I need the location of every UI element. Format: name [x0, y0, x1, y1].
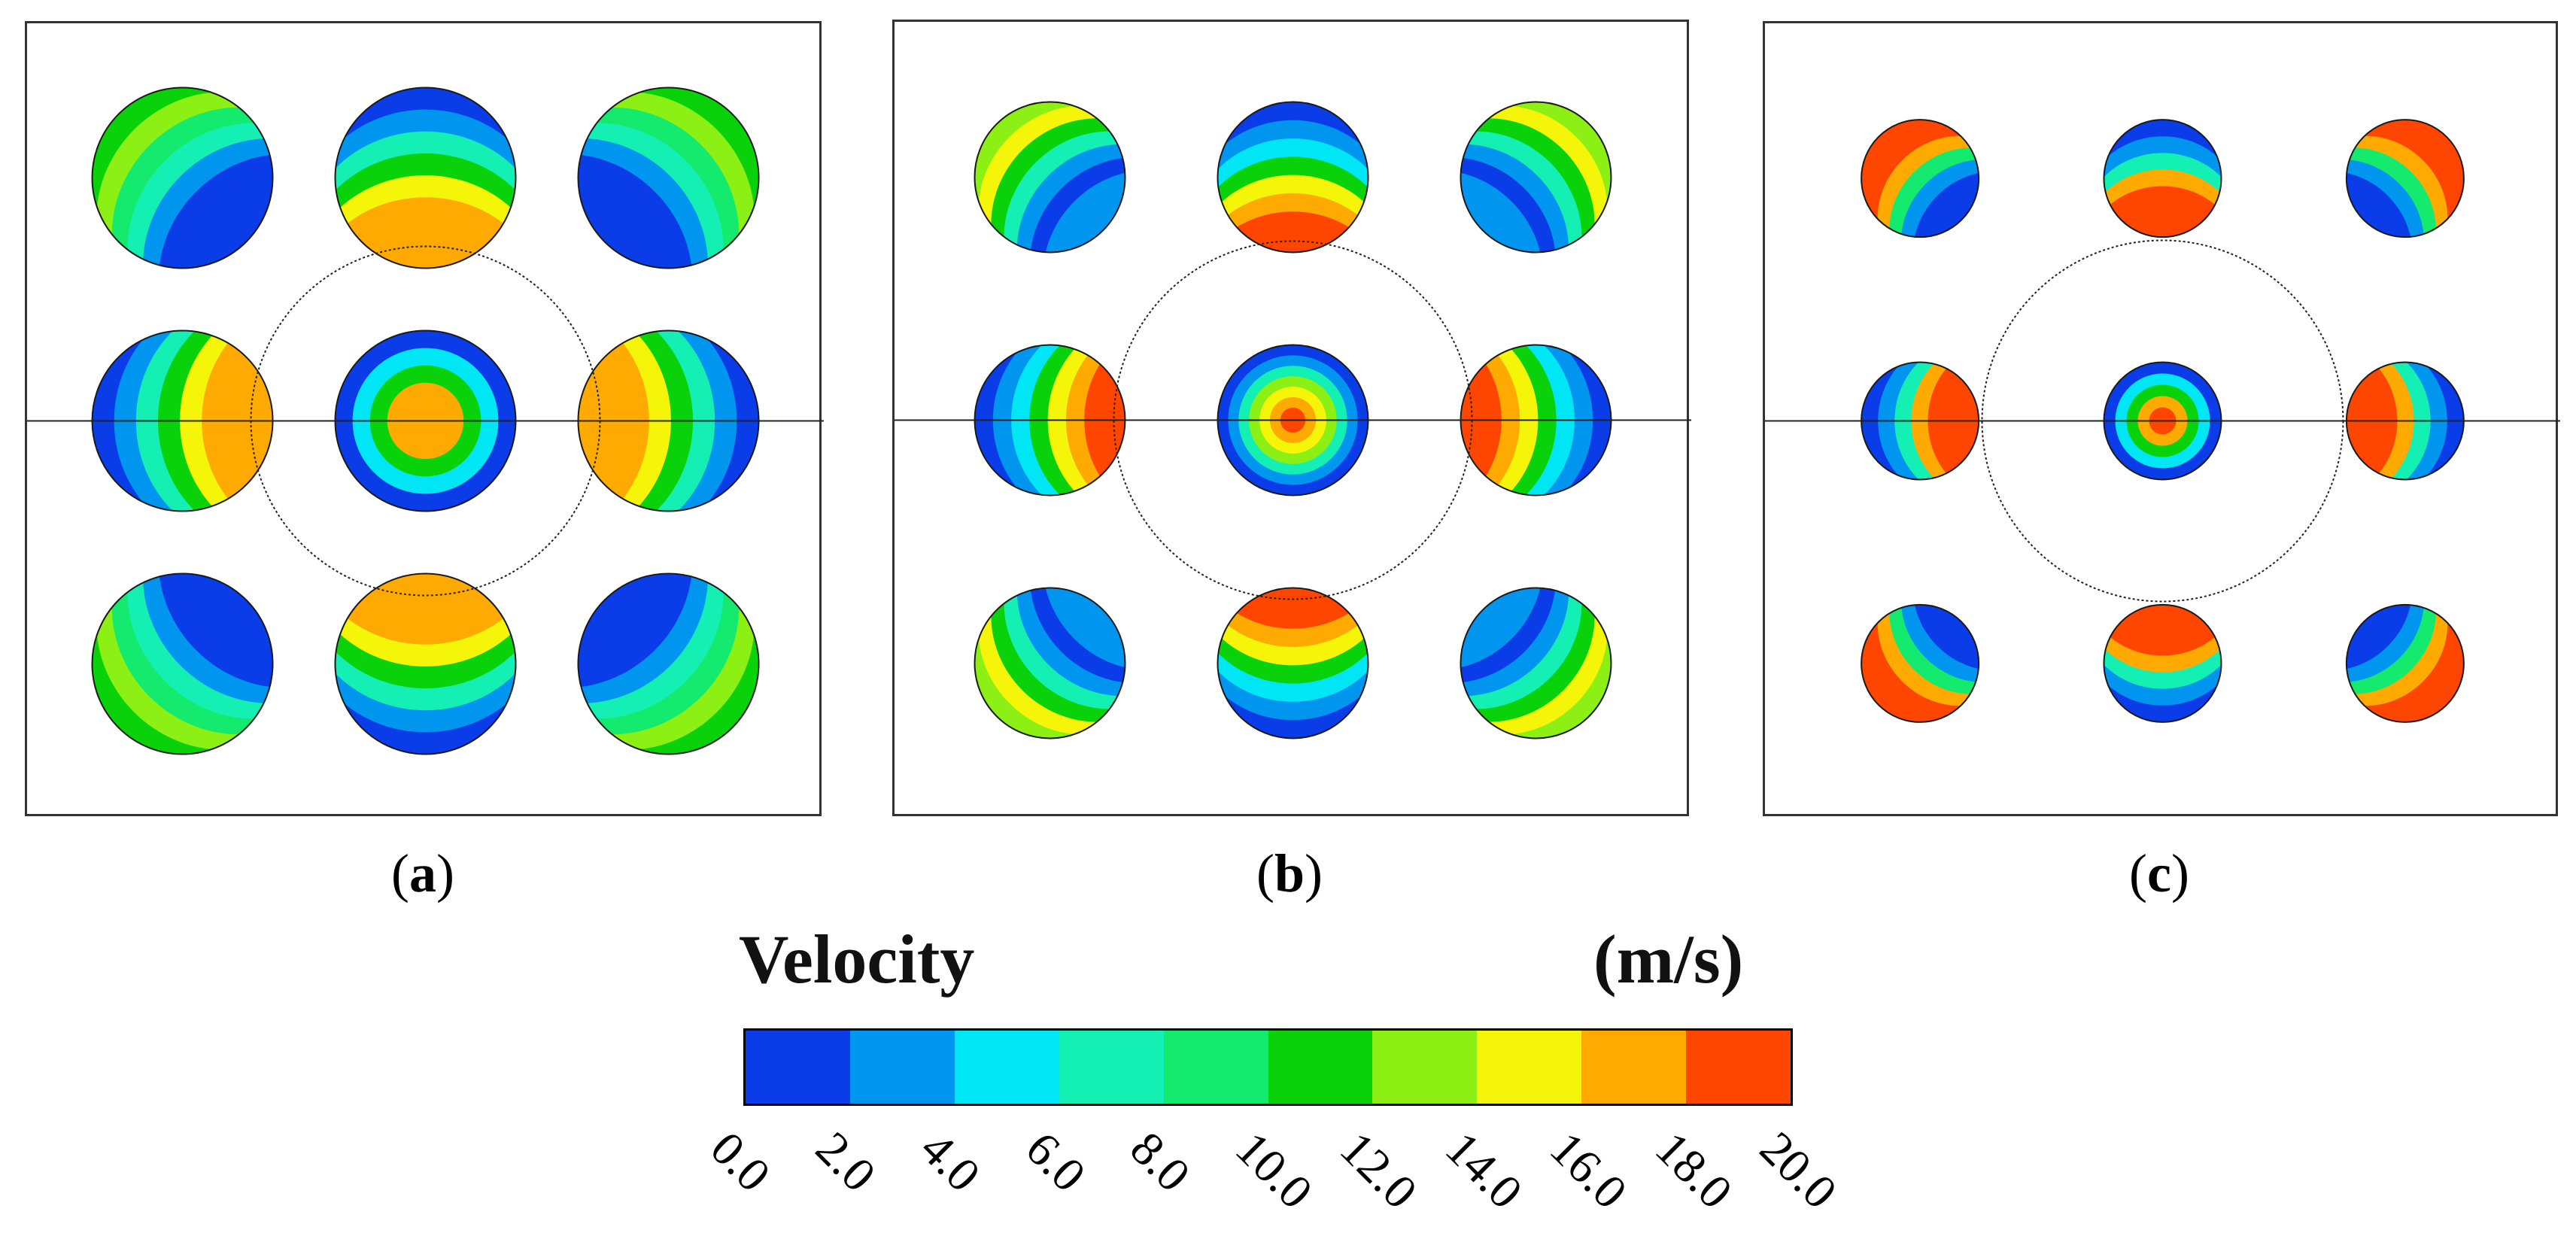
colorbar-segment [1268, 1031, 1373, 1104]
colorbar-segment [1477, 1031, 1582, 1104]
panel-a-plot [27, 87, 824, 755]
caption-c-close: ) [2170, 843, 2189, 903]
pipe-cross-section [1861, 604, 1979, 722]
colorbar-tick-label: 16.0 [1540, 1121, 1638, 1219]
colorbar-tick-label: 18.0 [1645, 1121, 1742, 1219]
panel-a [25, 21, 824, 816]
colorbar-segment [1581, 1031, 1687, 1104]
panel-b [892, 20, 1691, 816]
pipe-cross-section [2346, 120, 2464, 238]
pipe-cross-section [1460, 588, 1612, 739]
colorbar-segment [1059, 1031, 1164, 1104]
colorbar-segment [1163, 1031, 1268, 1104]
colorbar-tick-label: 6.0 [1015, 1121, 1096, 1202]
caption-a-letter: a [409, 843, 436, 903]
colorbar-tick-label: 14.0 [1435, 1121, 1533, 1219]
caption-b-letter: b [1274, 843, 1305, 903]
caption-c-letter: c [2147, 843, 2171, 903]
panel-b-plot [895, 101, 1691, 739]
colorbar-segment [849, 1031, 955, 1104]
colorbar-tick-label: 2.0 [805, 1121, 886, 1202]
panel-c [1763, 21, 2560, 816]
colorbar [743, 1028, 1793, 1106]
caption-b-open: ( [1256, 843, 1274, 903]
pipe-cross-section [1861, 120, 1979, 238]
colorbar-tick-label: 4.0 [910, 1121, 991, 1202]
caption-a-close: ) [436, 843, 454, 903]
caption-c: (c) [2084, 843, 2234, 905]
colorbar-tick-label: 20.0 [1750, 1121, 1848, 1219]
colorbar-tick-label: 12.0 [1330, 1121, 1428, 1219]
pipe-cross-section [974, 102, 1125, 253]
colorbar-tick-label: 0.0 [700, 1121, 781, 1202]
colorbar-segment [1372, 1031, 1478, 1104]
legend-title: Velocity [739, 921, 975, 998]
colorbar-segment [746, 1031, 850, 1104]
caption-a: (a) [348, 843, 498, 905]
colorbar-segment [1686, 1031, 1791, 1104]
pipe-cross-section [1460, 102, 1612, 253]
panel-c-plot [1765, 119, 2560, 723]
legend-unit: (m/s) [1593, 921, 1744, 998]
caption-c-open: ( [2129, 843, 2148, 903]
colorbar-tick-label: 10.0 [1225, 1121, 1323, 1219]
pipe-cross-section [2346, 604, 2464, 722]
pipe-cross-section [2104, 120, 2222, 238]
pipe-cross-section [974, 588, 1125, 739]
caption-b-close: ) [1305, 843, 1323, 903]
colorbar-segment [954, 1031, 1059, 1104]
caption-a-open: ( [391, 843, 409, 903]
colorbar-tick-label: 8.0 [1120, 1121, 1201, 1202]
pipe-cross-section [2104, 604, 2222, 722]
caption-b: (b) [1214, 843, 1365, 905]
